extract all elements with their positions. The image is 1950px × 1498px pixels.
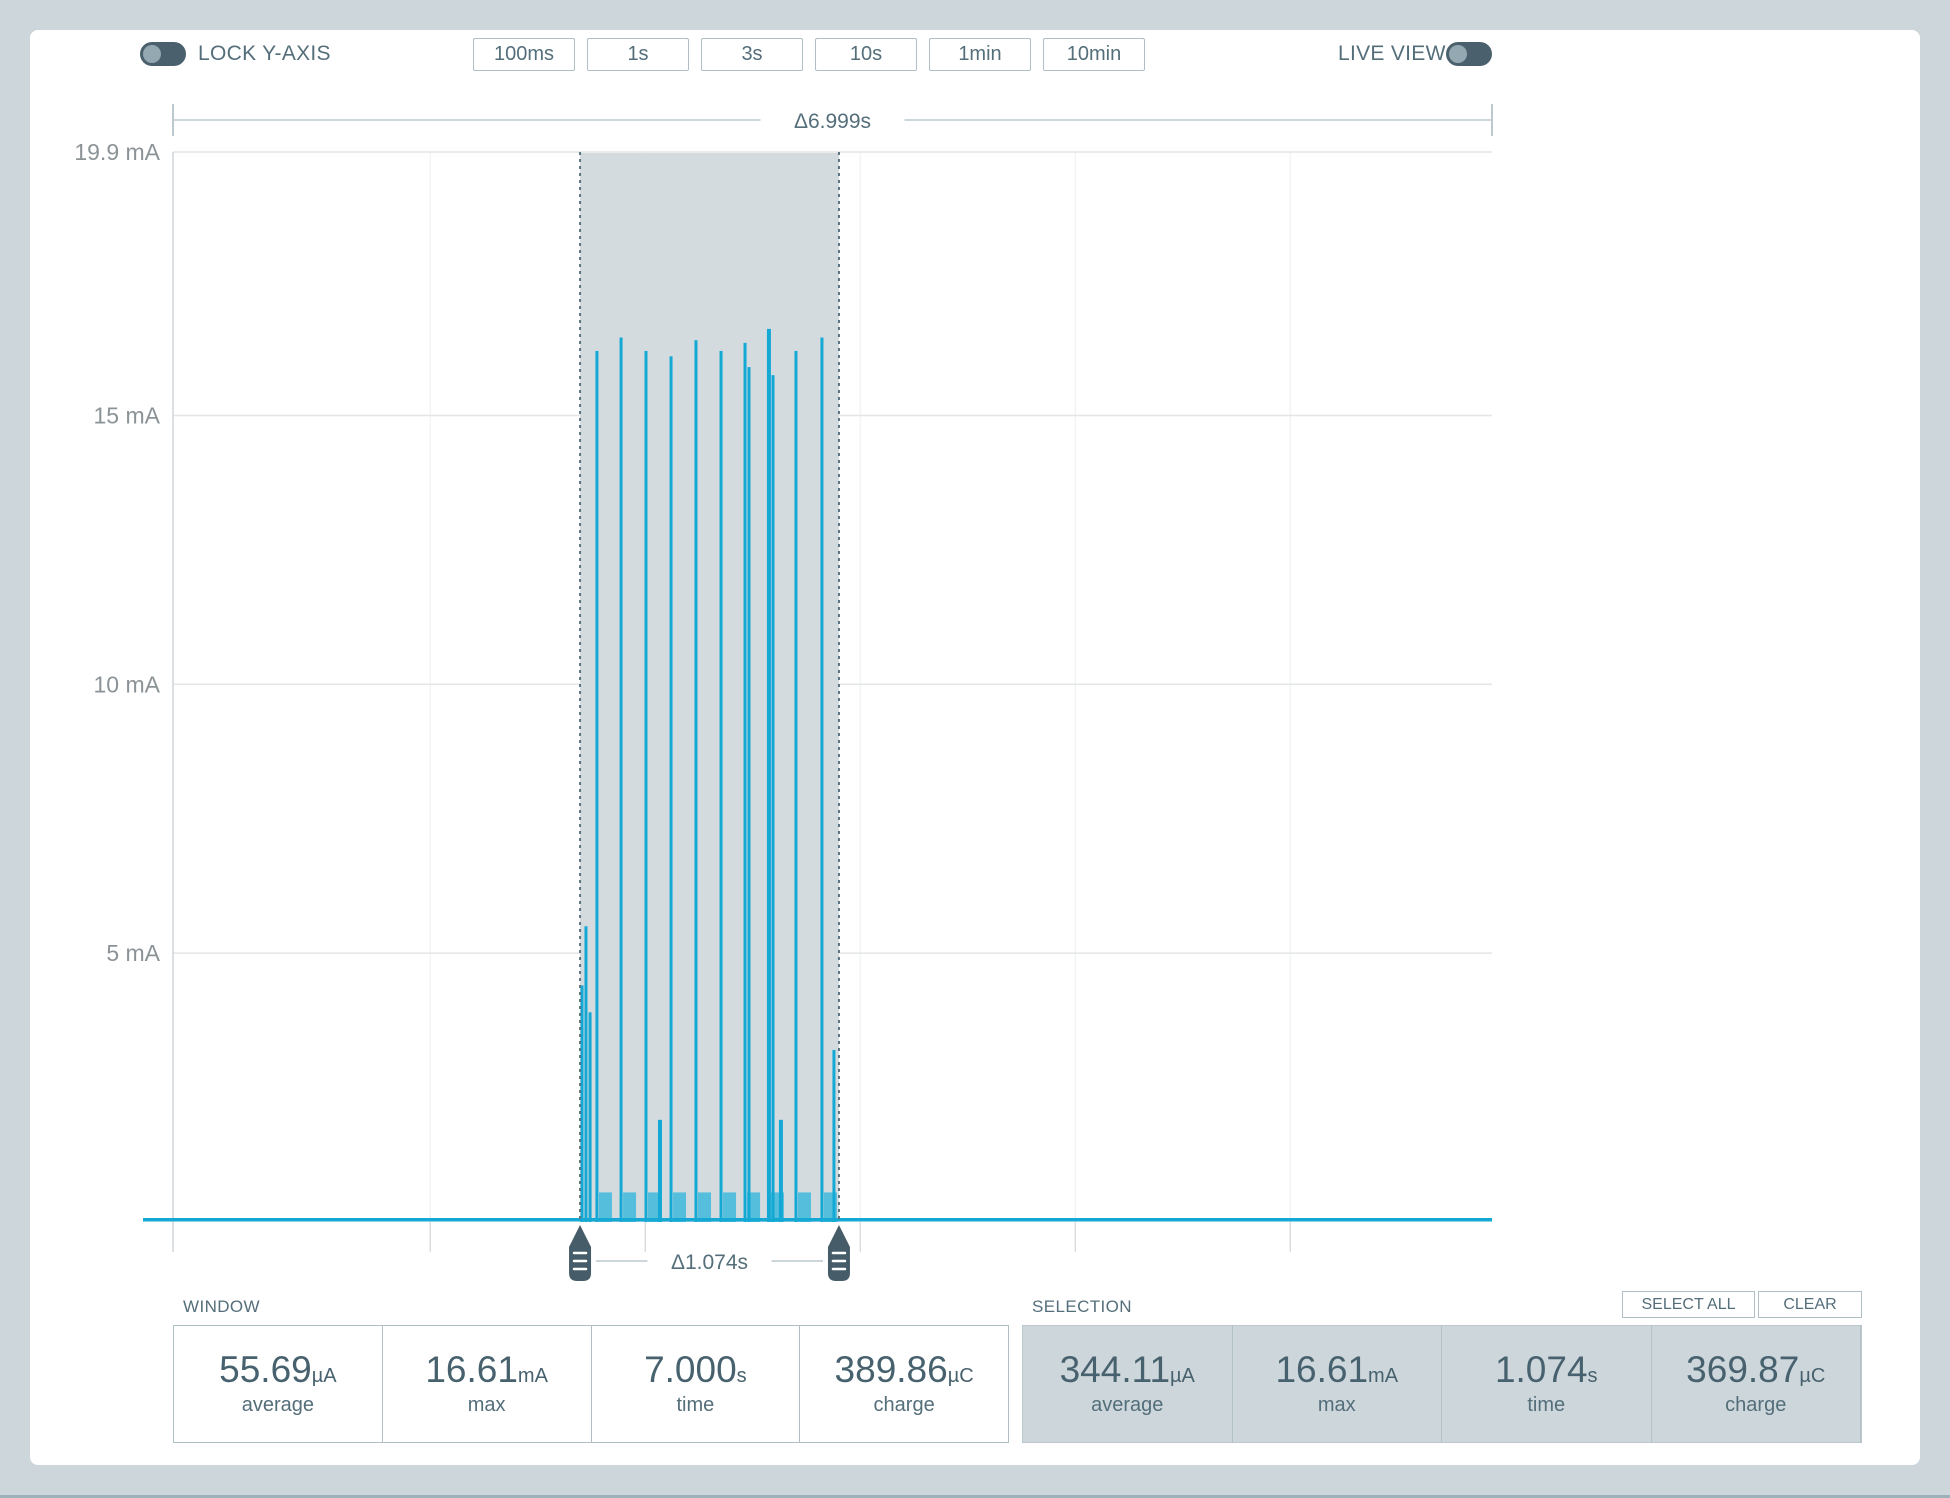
clear-button[interactable]: CLEAR: [1758, 1291, 1862, 1318]
current-spike: [832, 1049, 836, 1222]
current-spike: [644, 350, 648, 1223]
window-charge-cell: 389.86µC charge: [800, 1326, 1008, 1442]
current-trace: [143, 328, 1492, 1223]
select-all-button[interactable]: SELECT ALL: [1622, 1291, 1755, 1318]
window-time-cell: 7.000s time: [592, 1326, 801, 1442]
selection-charge-cell: 369.87µC charge: [1652, 1326, 1861, 1442]
live-view-label-wrap: LIVE VIEW: [1338, 42, 1446, 66]
current-spike: [747, 367, 751, 1222]
window-delta-ruler: Δ6.999s: [172, 104, 1493, 136]
live-view-label: LIVE VIEW: [1338, 42, 1446, 65]
current-spike: [743, 342, 747, 1222]
window-average-value: 55.69µA: [219, 1349, 337, 1390]
live-view-switch[interactable]: [1446, 42, 1492, 66]
selection-time-value: 1.074s: [1494, 1349, 1598, 1390]
y-axis-tick-label: 5 mA: [106, 940, 160, 966]
selection-delta-label: Δ1.074s: [671, 1251, 748, 1274]
selection-region[interactable]: [580, 153, 839, 1222]
baseline-trace: [143, 1218, 1492, 1222]
selection-section-title: SELECTION: [1032, 1297, 1132, 1316]
current-spike: [719, 350, 723, 1223]
lock-y-axis-label: LOCK Y-AXIS: [198, 42, 331, 65]
main-panel: [30, 30, 1920, 1465]
live-view-toggle[interactable]: [1446, 42, 1492, 66]
selection-stats-panel: 344.11µA average 16.61mA max 1.074s time…: [1022, 1325, 1862, 1443]
toggle-knob: [143, 45, 161, 63]
burst-envelope: [673, 1192, 687, 1222]
selection-handle-left[interactable]: [569, 1225, 592, 1281]
burst-envelope: [797, 1192, 811, 1222]
selection-average-cell: 344.11µA average: [1023, 1326, 1233, 1442]
bottom-edge-divider: [0, 1495, 1950, 1498]
window-button-100ms[interactable]: 100ms: [473, 38, 575, 71]
current-spike: [584, 926, 588, 1222]
current-spike: [619, 337, 623, 1222]
current-chart[interactable]: 19.9 mA 15 mA 10 mA 5 mA Δ6.999s Δ1.074s: [0, 0, 1950, 1300]
selection-time-label: time: [1527, 1394, 1566, 1416]
current-spike: [595, 350, 599, 1223]
lock-y-axis-label-wrap: LOCK Y-AXIS: [198, 42, 331, 66]
burst-envelope: [723, 1192, 737, 1222]
window-button-3s[interactable]: 3s: [701, 38, 803, 71]
window-button-1s[interactable]: 1s: [587, 38, 689, 71]
current-spike: [766, 328, 771, 1222]
burst-envelope: [598, 1192, 612, 1222]
y-axis-tick-label: 10 mA: [94, 671, 161, 697]
y-axis-tick-label: 15 mA: [94, 402, 161, 428]
window-time-label: time: [676, 1394, 715, 1416]
burst-envelope: [647, 1192, 661, 1222]
window-average-cell: 55.69µA average: [174, 1326, 383, 1442]
window-section-title: WINDOW: [183, 1297, 260, 1316]
window-average-label: average: [241, 1394, 315, 1416]
current-spike: [778, 1119, 783, 1222]
current-spike: [580, 985, 584, 1222]
window-max-label: max: [467, 1394, 506, 1416]
selection-max-label: max: [1317, 1394, 1356, 1416]
window-max-value: 16.61mA: [425, 1349, 548, 1390]
current-spike: [669, 356, 673, 1222]
current-spike: [794, 350, 798, 1223]
window-charge-value: 389.86µC: [834, 1349, 974, 1390]
window-delta-label: Δ6.999s: [794, 110, 871, 133]
selection-handle-right[interactable]: [827, 1225, 850, 1281]
window-time-value: 7.000s: [644, 1349, 747, 1390]
window-button-10min[interactable]: 10min: [1043, 38, 1145, 71]
selection-max-cell: 16.61mA max: [1233, 1326, 1442, 1442]
current-spike: [820, 337, 824, 1222]
current-spike: [588, 1012, 592, 1222]
window-button-1min[interactable]: 1min: [929, 38, 1031, 71]
selection-average-label: average: [1091, 1394, 1164, 1416]
window-button-10s[interactable]: 10s: [815, 38, 917, 71]
burst-envelope: [697, 1192, 711, 1222]
y-axis-tick-label: 19.9 mA: [74, 139, 160, 165]
lock-y-axis-switch[interactable]: [140, 42, 186, 66]
window-charge-label: charge: [873, 1394, 935, 1416]
current-spike: [694, 340, 698, 1223]
window-max-cell: 16.61mA max: [383, 1326, 592, 1442]
selection-charge-value: 369.87µC: [1686, 1349, 1826, 1390]
selection-average-value: 344.11µA: [1059, 1349, 1195, 1390]
selection-charge-label: charge: [1725, 1394, 1787, 1416]
selection-max-value: 16.61mA: [1275, 1349, 1399, 1390]
current-spike: [771, 375, 775, 1222]
selection-time-cell: 1.074s time: [1442, 1326, 1652, 1442]
burst-envelope: [623, 1192, 637, 1222]
current-spike: [657, 1119, 662, 1222]
lock-y-axis-toggle[interactable]: [140, 42, 186, 66]
toggle-knob: [1449, 45, 1467, 63]
window-stats-panel: 55.69µA average 16.61mA max 7.000s time …: [173, 1325, 1009, 1443]
